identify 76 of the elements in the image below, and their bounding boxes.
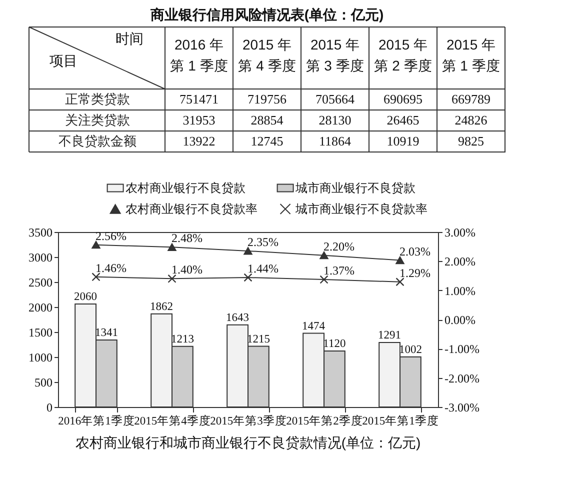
data-label: 1.29% (400, 266, 430, 280)
x-tick-label: 2015 年第 4 季度 (238, 36, 296, 74)
point (92, 241, 100, 249)
x-tick-label: 2015 年第 3 季度 (306, 36, 364, 74)
data-label: 1.37% (324, 264, 354, 278)
data-label: 2.03% (400, 244, 430, 258)
y-axis-title: 项目 (50, 52, 78, 69)
legend-label: 城市商业银行不良贷款 (294, 181, 416, 195)
x-tick-label: 2016 年第 1 季度 (170, 36, 228, 74)
data-label: 1.46% (96, 260, 126, 275)
y2-tick-label: 0.00% (444, 313, 476, 327)
legend-label: 农村商业银行不良贷款 (125, 181, 246, 195)
x-tick-label: 2015年第1季度 (362, 414, 439, 428)
point (396, 278, 404, 286)
y2-tick-label: 3.00% (444, 226, 476, 240)
y2-tick-label: -3.00% (444, 400, 480, 414)
y2-tick-label: -2.00% (444, 371, 480, 386)
data-label: 24826 (454, 112, 488, 128)
legend-label: 农村商业银行不良贷款率 (125, 202, 258, 216)
point (168, 243, 176, 251)
data-label: 10919 (386, 134, 420, 148)
x-axis-title: 时间 (116, 30, 144, 46)
x-tick-label: 2015年第3季度 (210, 414, 287, 428)
data-label: 2.20% (324, 239, 354, 254)
data-label: 2.56% (96, 228, 126, 243)
data-label: 1291 (378, 329, 402, 342)
y-tick-label: 关注类贷款 (65, 112, 130, 128)
data-label: 13922 (182, 134, 216, 148)
y-tick-label: 500 (34, 376, 52, 390)
point (396, 256, 404, 264)
y-tick-label: 1500 (28, 326, 52, 340)
y-tick-label: 2500 (28, 276, 52, 290)
data-label: 2.35% (248, 234, 278, 249)
data-label: 31953 (182, 112, 216, 128)
y2-tick-label: 2.00% (444, 254, 476, 269)
point (168, 274, 176, 283)
data-label: 2.48% (172, 231, 202, 246)
x-tick-label: 2015 年第 1 季度 (442, 36, 500, 74)
point (320, 252, 328, 260)
data-label: 28854 (250, 112, 284, 128)
y-tick-label: 正常类贷款 (65, 92, 130, 106)
data-label: 1862 (150, 300, 174, 313)
data-label: 1.44% (248, 262, 278, 276)
data-label: 705664 (316, 92, 355, 106)
y-tick-label: 3000 (28, 250, 52, 264)
point (320, 275, 328, 284)
data-label: 1474 (302, 320, 326, 332)
text: 农村商业银行和城市商业银行不良贷款情况(单位：亿元) (75, 434, 421, 450)
legend-label: 城市商业银行不良贷款率 (294, 202, 428, 216)
y-tick-label: 2000 (28, 300, 52, 314)
data-label: 690695 (384, 92, 422, 106)
y-tick-label: 不良贷款金额 (58, 134, 136, 148)
x-tick-label: 2015年第4季度 (134, 414, 211, 428)
y-tick-label: 0 (46, 400, 52, 414)
data-label: 9825 (458, 134, 484, 148)
point (244, 273, 252, 282)
chart-title: 商业银行信用风险情况表(单位：亿元) (149, 6, 384, 22)
data-label: 669789 (452, 92, 490, 106)
data-label: 719756 (248, 92, 287, 106)
y2-tick-label: -1.00% (444, 342, 480, 356)
data-label: 26465 (386, 112, 420, 128)
data-label: 1.40% (172, 262, 202, 277)
y2-tick-label: 1.00% (444, 284, 476, 298)
data-label: 12745 (250, 134, 284, 148)
data-label: 11864 (318, 134, 352, 148)
data-label: 1643 (226, 312, 250, 324)
x-tick-label: 2015年第2季度 (286, 414, 363, 428)
point (244, 247, 252, 255)
x-tick-label: 2015 年第 2 季度 (374, 36, 432, 74)
data-label: 2060 (74, 291, 98, 303)
data-label: 751471 (180, 92, 218, 106)
point (92, 272, 100, 282)
y-tick-label: 3500 (28, 226, 52, 240)
data-label: 28130 (318, 112, 352, 128)
x-tick-label: 2016年第1季度 (58, 414, 135, 428)
y-tick-label: 1000 (28, 350, 52, 364)
